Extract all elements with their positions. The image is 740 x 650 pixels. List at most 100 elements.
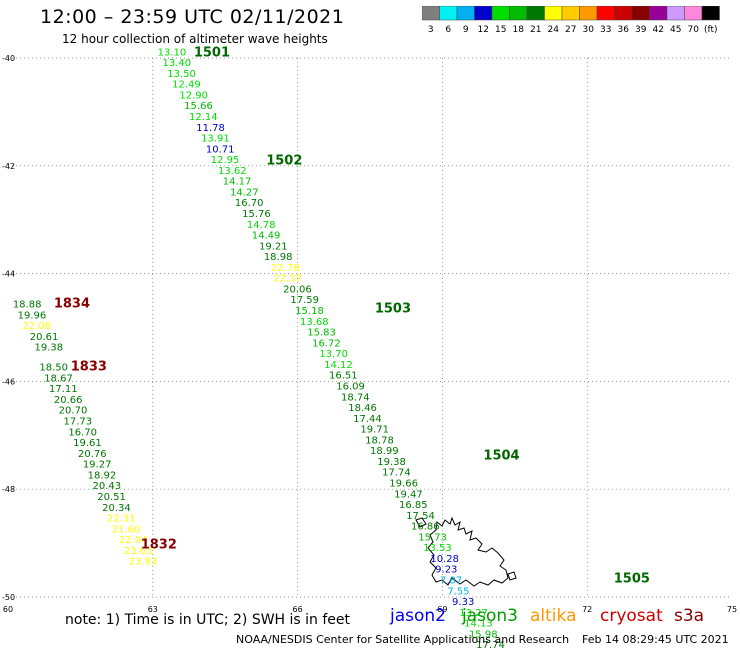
wave-height-value: 10.28 bbox=[430, 554, 459, 565]
wave-height-value: 14.12 bbox=[324, 360, 353, 371]
wave-height-value: 14.13 bbox=[464, 619, 493, 630]
wave-height-value: 14.27 bbox=[230, 187, 259, 198]
color-scale-legend: 3 6 9 12 15 18 21 24 27 30 33 36 39 42 45 70 (ft) bbox=[422, 6, 720, 35]
pass-number-label: 1501 bbox=[194, 45, 230, 60]
wave-height-value: 12.49 bbox=[172, 80, 201, 91]
wave-height-value: 17.74 bbox=[476, 640, 505, 650]
pass-labels: 1501 1502 1503 1504 1505 1834 1833 1832 bbox=[54, 45, 650, 586]
wave-height-value: 14.17 bbox=[223, 177, 252, 188]
wave-height-value: 16.70 bbox=[68, 427, 97, 438]
axis-labels: 60 63 66 69 72 75 -40 -42 -44 -46 -48 -50 bbox=[2, 54, 737, 614]
colorbar-label: 24 bbox=[548, 25, 560, 35]
colorbar-label: (ft) bbox=[704, 25, 718, 35]
wave-height-value: 22.78 bbox=[271, 263, 300, 274]
island-main bbox=[427, 516, 509, 587]
colorbar-label: 33 bbox=[600, 25, 611, 35]
lon-tick-label: 69 bbox=[437, 605, 447, 614]
wave-height-value: 19.71 bbox=[360, 425, 389, 436]
wave-height-value: 17.59 bbox=[290, 295, 319, 306]
wave-height-value: 20.43 bbox=[92, 481, 121, 492]
lat-tick-label: -46 bbox=[2, 377, 15, 386]
wave-height-value: 16.51 bbox=[329, 371, 358, 382]
pass-number-label: 1504 bbox=[483, 449, 519, 464]
wave-height-value: 11.78 bbox=[196, 123, 225, 134]
colorbar-label: 12 bbox=[478, 25, 489, 35]
wave-height-value: 17.11 bbox=[49, 384, 78, 395]
wave-height-value: 20.66 bbox=[54, 395, 83, 406]
wave-height-value: 18.92 bbox=[88, 470, 117, 481]
satellite-jason2: jason2 bbox=[390, 606, 446, 626]
wave-height-value: 13.53 bbox=[423, 543, 452, 554]
wave-height-value: 18.88 bbox=[13, 300, 42, 311]
wave-height-value: 23.63 bbox=[124, 546, 153, 557]
page-subtitle: 12 hour collection of altimeter wave hei… bbox=[62, 32, 328, 46]
wave-height-value: 18.98 bbox=[264, 252, 293, 263]
wave-height-value: 16.09 bbox=[336, 381, 365, 392]
lon-tick-label: 60 bbox=[3, 605, 13, 614]
wave-height-value: 14.78 bbox=[247, 220, 276, 231]
colorbar-label: 15 bbox=[495, 25, 506, 35]
graticule bbox=[8, 57, 732, 598]
kerguelen-island bbox=[415, 516, 517, 587]
lat-tick-label: -50 bbox=[2, 593, 15, 602]
wave-height-value: 16.86 bbox=[411, 522, 440, 533]
colorbar-label: 70 bbox=[688, 25, 700, 35]
wave-height-value: 19.47 bbox=[394, 489, 423, 500]
wave-height-value: 19.21 bbox=[259, 241, 288, 252]
wave-height-value: 22.37 bbox=[273, 274, 302, 285]
wave-height-value: 18.46 bbox=[348, 403, 377, 414]
wave-height-value: 10.71 bbox=[206, 144, 235, 155]
wave-height-value: 12.95 bbox=[211, 155, 240, 166]
wave-height-value: 20.61 bbox=[30, 332, 59, 343]
wave-height-value: 19.96 bbox=[18, 310, 47, 321]
wave-height-value: 15.76 bbox=[242, 209, 271, 220]
wave-height-value: 13.40 bbox=[162, 58, 191, 69]
island-east bbox=[507, 571, 517, 581]
wave-height-value: 21.60 bbox=[112, 524, 141, 535]
wave-height-value: 16.70 bbox=[235, 198, 264, 209]
colorbar-label: 6 bbox=[445, 25, 451, 35]
wave-height-value: 20.51 bbox=[97, 492, 126, 503]
wave-height-value: 15.18 bbox=[295, 306, 324, 317]
credit-line: NOAA/NESDIS Center for Satellite Applica… bbox=[236, 633, 570, 646]
footer-note: note: 1) Time is in UTC; 2) SWH is in fe… bbox=[65, 612, 351, 628]
wave-height-value: 13.27 bbox=[459, 608, 488, 619]
colorbar-label: 39 bbox=[635, 25, 647, 35]
wave-height-value: 17.73 bbox=[64, 417, 93, 428]
colorbar-label: 9 bbox=[463, 25, 469, 35]
wave-height-value: 7.87 bbox=[440, 576, 462, 587]
wave-height-value: 7.55 bbox=[447, 586, 469, 597]
wave-height-value: 16.85 bbox=[399, 500, 428, 511]
lat-tick-label: -44 bbox=[2, 270, 15, 279]
wave-height-value: 12.14 bbox=[189, 112, 218, 123]
pass-number-label: 1832 bbox=[141, 537, 177, 552]
lat-tick-label: -42 bbox=[2, 162, 15, 171]
wave-height-value: 17.54 bbox=[406, 511, 435, 522]
wave-height-value: 20.06 bbox=[283, 284, 312, 295]
wave-height-value: 23.93 bbox=[129, 557, 158, 568]
colorbar-label: 21 bbox=[530, 25, 541, 35]
wave-height-value: 15.98 bbox=[469, 629, 498, 640]
wave-height-value: 18.74 bbox=[341, 392, 370, 403]
wave-height-value: 19.38 bbox=[35, 343, 64, 354]
pass-number-label: 1502 bbox=[266, 154, 302, 169]
wave-height-value: 17.44 bbox=[353, 414, 382, 425]
wave-height-value: 18.50 bbox=[39, 363, 68, 374]
island-north bbox=[415, 517, 427, 528]
colorbar-label: 36 bbox=[618, 25, 630, 35]
lon-tick-label: 72 bbox=[582, 605, 592, 614]
wave-height-value: 13.68 bbox=[300, 317, 329, 328]
wave-height-value: 15.66 bbox=[184, 101, 213, 112]
wave-height-value: 9.23 bbox=[435, 565, 457, 576]
colorbar-label: 18 bbox=[513, 25, 525, 35]
wave-height-value: 15.73 bbox=[418, 532, 447, 543]
wave-height-value: 13.62 bbox=[218, 166, 247, 177]
wave-height-value: 13.10 bbox=[158, 47, 187, 58]
wave-height-value: 15.83 bbox=[307, 328, 336, 339]
colorbar-label: 42 bbox=[653, 25, 664, 35]
wave-height-value: 19.66 bbox=[389, 479, 418, 490]
lon-tick-label: 75 bbox=[727, 605, 737, 614]
colorbar-label: 30 bbox=[583, 25, 595, 35]
lat-tick-label: -48 bbox=[2, 485, 15, 494]
